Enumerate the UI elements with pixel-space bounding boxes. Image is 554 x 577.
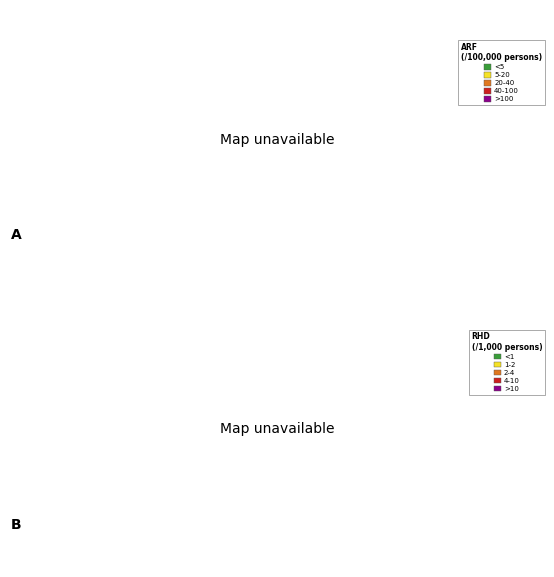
Text: Map unavailable: Map unavailable [220,133,334,147]
Text: A: A [11,228,22,242]
Text: Map unavailable: Map unavailable [220,422,334,436]
Text: B: B [11,518,22,532]
Legend: <5, 5-20, 20-40, 40-100, >100: <5, 5-20, 20-40, 40-100, >100 [458,40,545,105]
Legend: <1, 1-2, 2-4, 4-10, >10: <1, 1-2, 2-4, 4-10, >10 [469,329,545,395]
